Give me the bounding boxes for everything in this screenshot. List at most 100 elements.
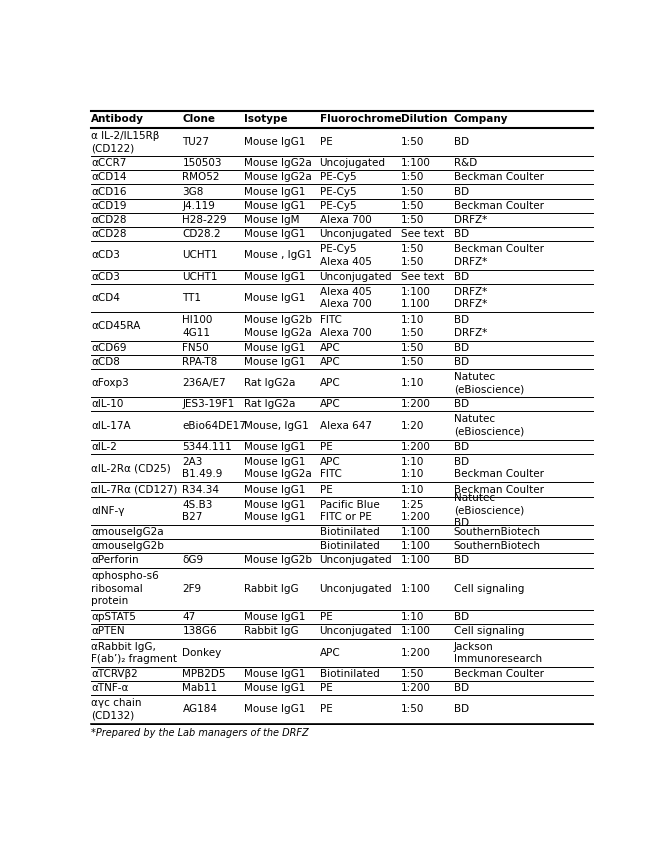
Text: PE-Cy5
Alexa 405: PE-Cy5 Alexa 405 bbox=[320, 244, 372, 266]
Text: 1:200: 1:200 bbox=[401, 648, 431, 657]
Text: Cell signaling: Cell signaling bbox=[454, 584, 524, 594]
Text: CD28.2: CD28.2 bbox=[182, 229, 221, 239]
Text: 1:100: 1:100 bbox=[401, 556, 431, 565]
Text: PE: PE bbox=[320, 613, 332, 623]
Text: 1:100: 1:100 bbox=[401, 626, 431, 636]
Text: DRFZ*
DRFZ*: DRFZ* DRFZ* bbox=[454, 287, 487, 309]
Text: FN50: FN50 bbox=[182, 343, 209, 353]
Text: αCD4: αCD4 bbox=[91, 293, 120, 303]
Text: TT1: TT1 bbox=[182, 293, 201, 303]
Text: Unconjugated: Unconjugated bbox=[320, 272, 392, 282]
Text: PE-Cy5: PE-Cy5 bbox=[320, 201, 356, 211]
Text: H28-229: H28-229 bbox=[182, 215, 227, 225]
Text: PE-Cy5: PE-Cy5 bbox=[320, 187, 356, 196]
Text: 47: 47 bbox=[182, 613, 196, 623]
Text: Mouse IgG1: Mouse IgG1 bbox=[244, 229, 305, 239]
Text: 1:50: 1:50 bbox=[401, 201, 424, 211]
Text: BD: BD bbox=[454, 556, 469, 565]
Text: PE: PE bbox=[320, 705, 332, 715]
Text: BD: BD bbox=[454, 705, 469, 715]
Text: αRabbit IgG,
F(ab’)₂ fragment: αRabbit IgG, F(ab’)₂ fragment bbox=[91, 641, 177, 664]
Text: Donkey: Donkey bbox=[182, 648, 222, 657]
Text: UCHT1: UCHT1 bbox=[182, 272, 218, 282]
Text: αCD8: αCD8 bbox=[91, 357, 120, 367]
Text: Mouse IgG1: Mouse IgG1 bbox=[244, 684, 305, 693]
Text: 236A/E7: 236A/E7 bbox=[182, 378, 226, 388]
Text: Pacific Blue
FITC or PE: Pacific Blue FITC or PE bbox=[320, 500, 380, 522]
Text: 1:100: 1:100 bbox=[401, 527, 431, 537]
Text: δG9: δG9 bbox=[182, 556, 204, 565]
Text: αIL-7Rα (CD127): αIL-7Rα (CD127) bbox=[91, 485, 177, 495]
Text: Mouse IgG1: Mouse IgG1 bbox=[244, 485, 305, 495]
Text: αFoxp3: αFoxp3 bbox=[91, 378, 129, 388]
Text: Mouse IgG2a: Mouse IgG2a bbox=[244, 158, 312, 168]
Text: 1:100: 1:100 bbox=[401, 584, 431, 594]
Text: Beckman Coulter: Beckman Coulter bbox=[454, 669, 543, 679]
Text: αCD28: αCD28 bbox=[91, 229, 127, 239]
Text: See text: See text bbox=[401, 272, 444, 282]
Text: αCD3: αCD3 bbox=[91, 272, 120, 282]
Text: Isotype: Isotype bbox=[244, 114, 287, 124]
Text: Unconjugated: Unconjugated bbox=[320, 584, 392, 594]
Text: BD: BD bbox=[454, 613, 469, 623]
Text: Mouse, IgG1: Mouse, IgG1 bbox=[244, 420, 308, 431]
Text: BD: BD bbox=[454, 229, 469, 239]
Text: αphospho-s6
ribosomal
protein: αphospho-s6 ribosomal protein bbox=[91, 572, 159, 607]
Text: αPTEN: αPTEN bbox=[91, 626, 125, 636]
Text: PE-Cy5: PE-Cy5 bbox=[320, 173, 356, 183]
Text: 1:50
1:50: 1:50 1:50 bbox=[401, 244, 424, 266]
Text: 1:10: 1:10 bbox=[401, 485, 424, 495]
Text: Rabbit IgG: Rabbit IgG bbox=[244, 626, 298, 636]
Text: αmouseIgG2a: αmouseIgG2a bbox=[91, 527, 164, 537]
Text: BD: BD bbox=[454, 399, 469, 409]
Text: Mouse IgG1: Mouse IgG1 bbox=[244, 442, 305, 452]
Text: αCCR7: αCCR7 bbox=[91, 158, 127, 168]
Text: Clone: Clone bbox=[182, 114, 215, 124]
Text: PE: PE bbox=[320, 137, 332, 147]
Text: Mouse IgG1: Mouse IgG1 bbox=[244, 669, 305, 679]
Text: PE: PE bbox=[320, 684, 332, 693]
Text: 1:100
1.100: 1:100 1.100 bbox=[401, 287, 431, 309]
Text: Unconjugated: Unconjugated bbox=[320, 626, 392, 636]
Text: αCD14: αCD14 bbox=[91, 173, 127, 183]
Text: Unconjugated: Unconjugated bbox=[320, 556, 392, 565]
Text: Mouse IgG1: Mouse IgG1 bbox=[244, 705, 305, 715]
Text: α IL-2/IL15Rβ
(CD122): α IL-2/IL15Rβ (CD122) bbox=[91, 130, 159, 153]
Text: 1:50: 1:50 bbox=[401, 343, 424, 353]
Text: APC: APC bbox=[320, 357, 340, 367]
Text: BD: BD bbox=[454, 272, 469, 282]
Text: See text: See text bbox=[401, 229, 444, 239]
Text: αIL-2: αIL-2 bbox=[91, 442, 117, 452]
Text: αCD19: αCD19 bbox=[91, 201, 127, 211]
Text: Rat IgG2a: Rat IgG2a bbox=[244, 399, 295, 409]
Text: αPerforin: αPerforin bbox=[91, 556, 139, 565]
Text: Mab11: Mab11 bbox=[182, 684, 218, 693]
Text: αCD3: αCD3 bbox=[91, 250, 120, 261]
Text: Rat IgG2a: Rat IgG2a bbox=[244, 378, 295, 388]
Text: αpSTAT5: αpSTAT5 bbox=[91, 613, 136, 623]
Text: 1:10
1:10: 1:10 1:10 bbox=[401, 457, 424, 480]
Text: 1:100: 1:100 bbox=[401, 158, 431, 168]
Text: 1:50: 1:50 bbox=[401, 357, 424, 367]
Text: 5344.111: 5344.111 bbox=[182, 442, 232, 452]
Text: BD: BD bbox=[454, 137, 469, 147]
Text: Biotinilated: Biotinilated bbox=[320, 669, 380, 679]
Text: 1:10
1:50: 1:10 1:50 bbox=[401, 316, 424, 338]
Text: αIL-2Rα (CD25): αIL-2Rα (CD25) bbox=[91, 464, 170, 473]
Text: Beckman Coulter: Beckman Coulter bbox=[454, 173, 543, 183]
Text: Mouse IgG1: Mouse IgG1 bbox=[244, 613, 305, 623]
Text: Natutec
(eBioscience): Natutec (eBioscience) bbox=[454, 415, 524, 437]
Text: DRFZ*: DRFZ* bbox=[454, 215, 487, 225]
Text: Beckman Coulter
DRFZ*: Beckman Coulter DRFZ* bbox=[454, 244, 543, 266]
Text: BD: BD bbox=[454, 357, 469, 367]
Text: 1:50: 1:50 bbox=[401, 187, 424, 196]
Text: eBio64DE17: eBio64DE17 bbox=[182, 420, 246, 431]
Text: FITC
Alexa 700: FITC Alexa 700 bbox=[320, 316, 372, 338]
Text: Dilution: Dilution bbox=[401, 114, 448, 124]
Text: BD
DRFZ*: BD DRFZ* bbox=[454, 316, 487, 338]
Text: αCD28: αCD28 bbox=[91, 215, 127, 225]
Text: APC: APC bbox=[320, 648, 340, 657]
Text: Mouse IgG1: Mouse IgG1 bbox=[244, 343, 305, 353]
Text: Mouse IgG1: Mouse IgG1 bbox=[244, 201, 305, 211]
Text: Mouse IgG1: Mouse IgG1 bbox=[244, 357, 305, 367]
